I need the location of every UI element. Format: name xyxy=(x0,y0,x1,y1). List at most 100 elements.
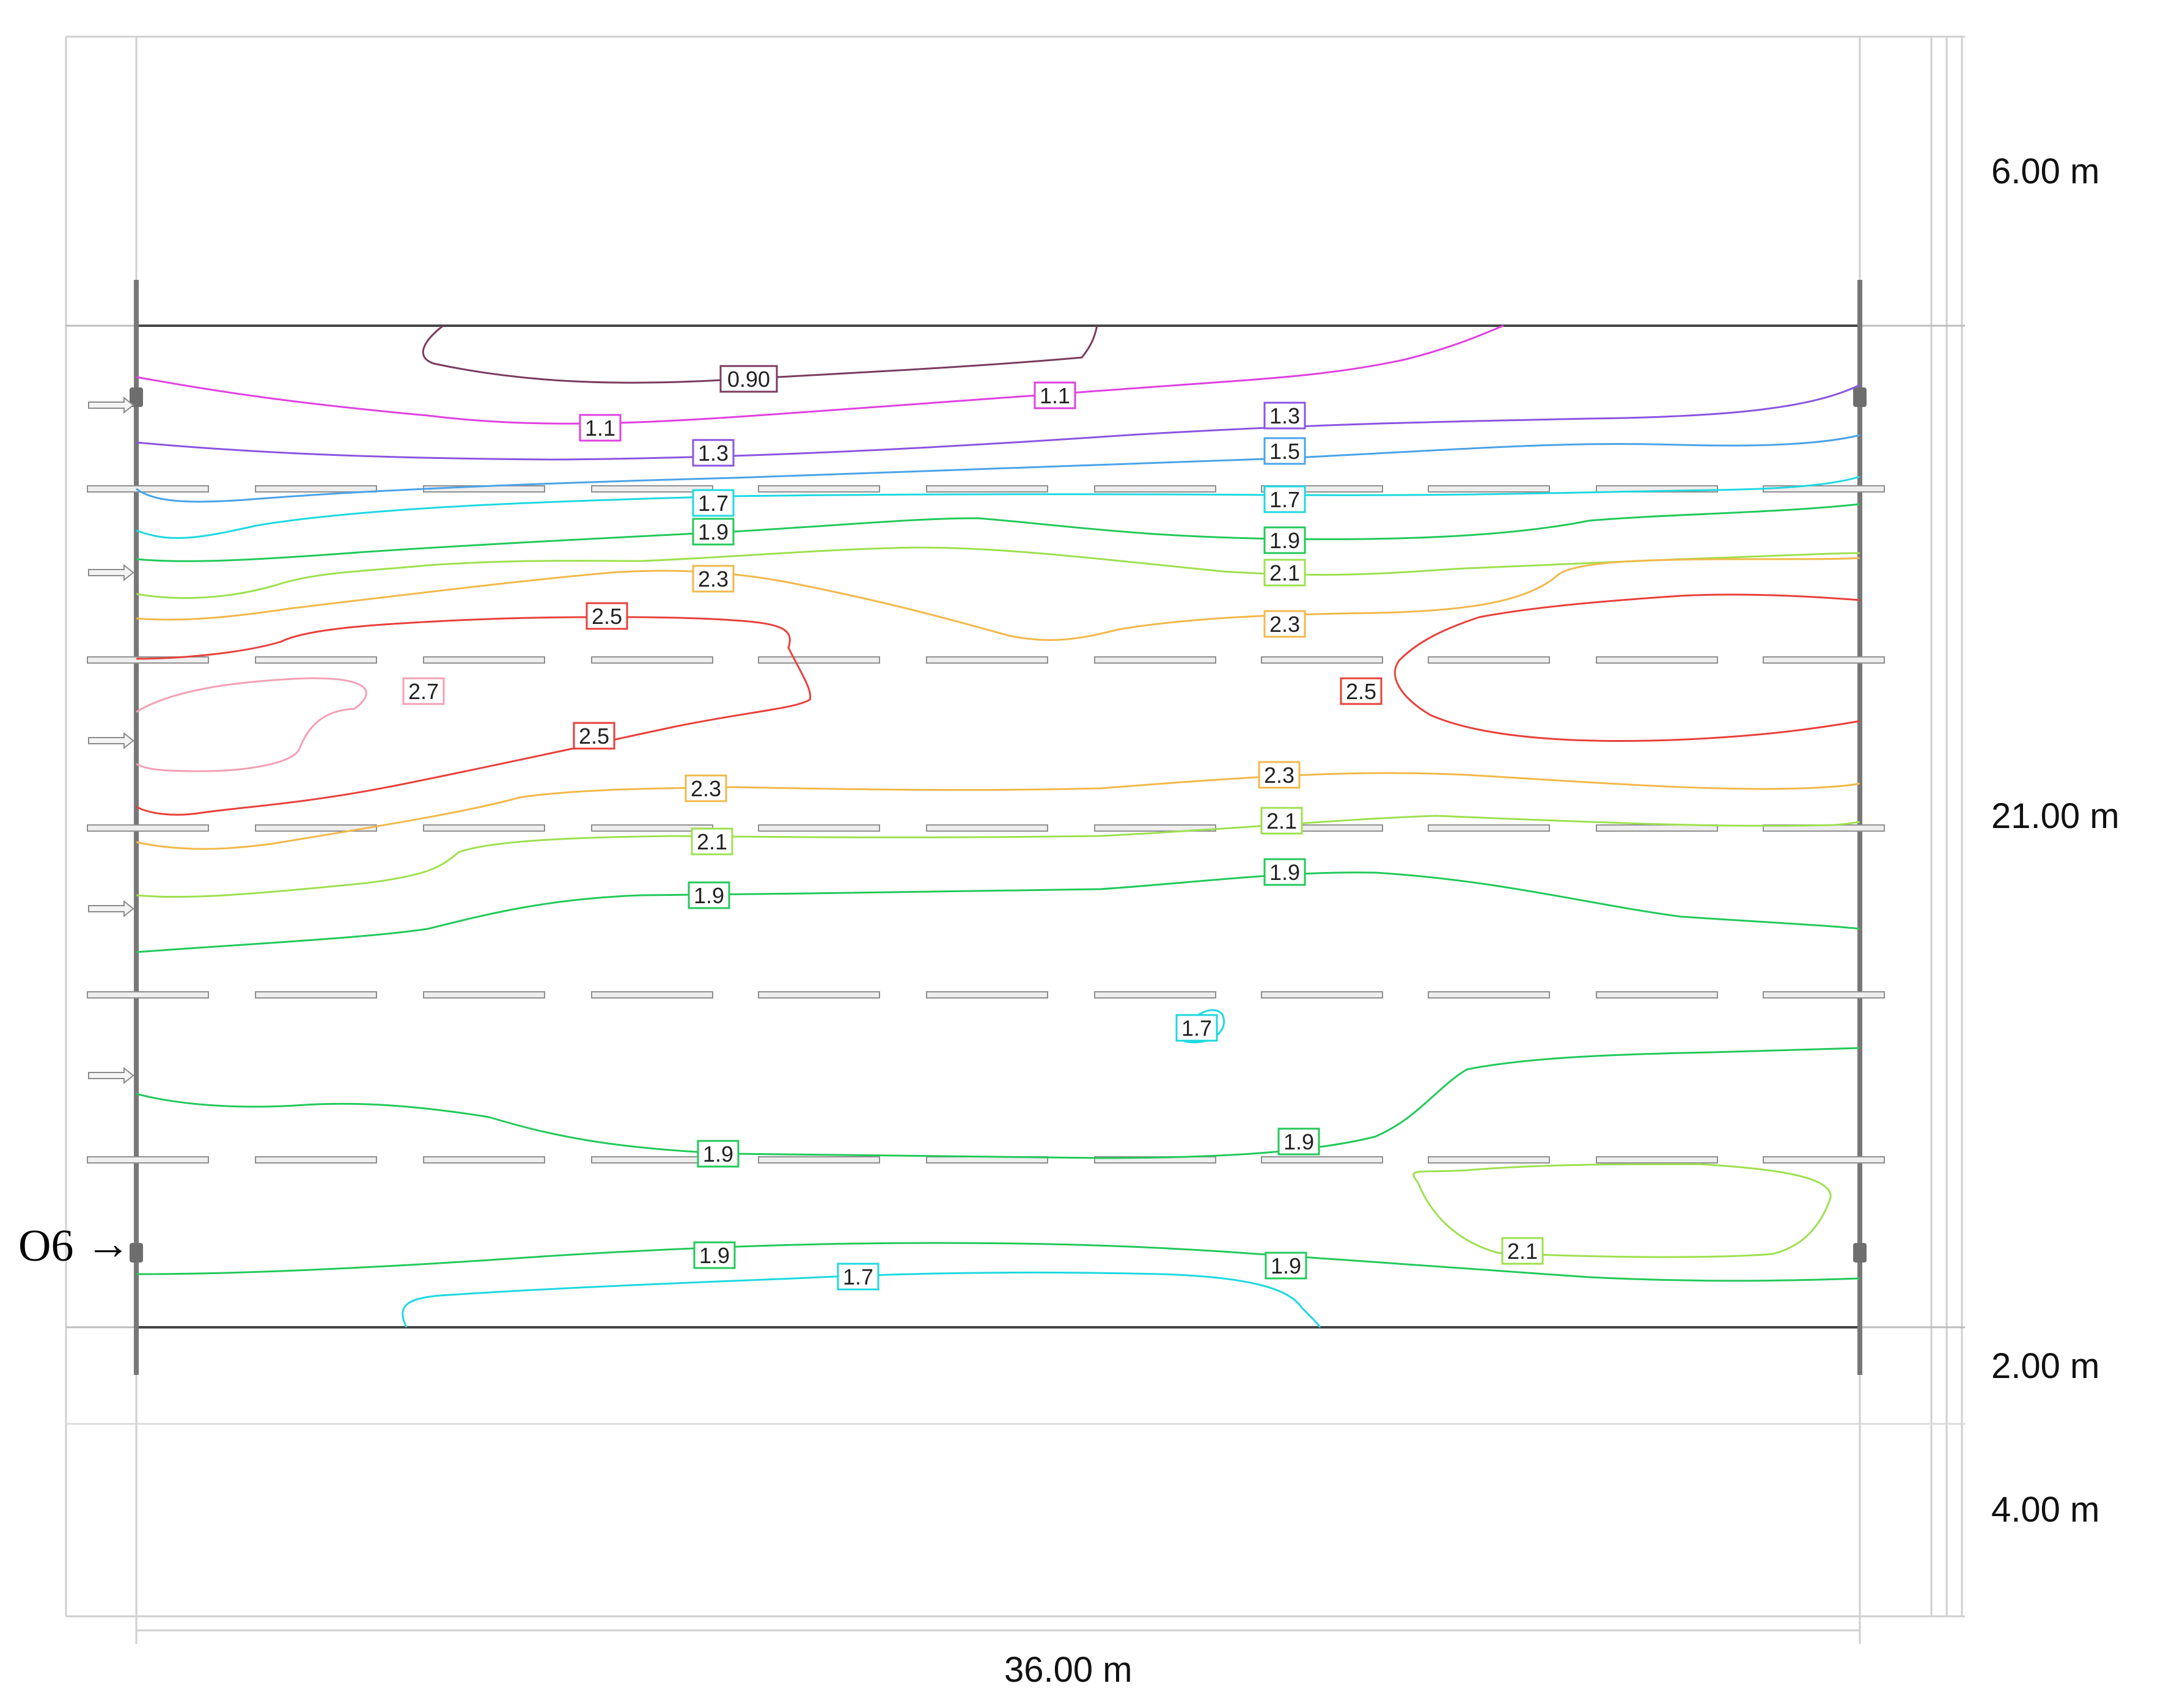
luminaire-dash xyxy=(1596,1156,1718,1164)
luminaire-dash xyxy=(758,824,880,832)
contour-label: 2.1 xyxy=(691,827,733,856)
dimension-frame xyxy=(65,35,1965,1644)
contour-label-text: 1.9 xyxy=(1271,1253,1301,1278)
contour-label: 1.7 xyxy=(692,489,735,517)
luminaire-dash xyxy=(591,991,713,999)
luminaire-dash xyxy=(1094,485,1216,493)
contour-label: 1.9 xyxy=(697,1140,740,1168)
contour-label: 1.9 xyxy=(688,881,730,909)
contour-label-text: 2.3 xyxy=(1264,763,1294,788)
luminaire-dash xyxy=(758,991,880,999)
luminaire-dash xyxy=(1094,656,1216,664)
luminaire-dash xyxy=(87,656,209,664)
isoline-2-5-east xyxy=(1394,593,1860,742)
contour-label-text: 2.5 xyxy=(579,724,609,749)
luminaire-dash xyxy=(255,485,377,493)
luminaire-dash xyxy=(758,485,880,493)
luminaire-dash xyxy=(1094,824,1216,832)
contour-label: 2.3 xyxy=(1263,610,1306,638)
contour-label-text: 1.9 xyxy=(1269,860,1300,885)
contour-label: 1.1 xyxy=(579,414,622,442)
arrow-glyph xyxy=(88,731,134,750)
dimension-bottom-margin: 2.00 m xyxy=(1991,1346,2099,1386)
luminaire-dash xyxy=(423,1156,545,1164)
isoline-2-3-south xyxy=(136,772,1860,850)
contour-label: 1.7 xyxy=(1175,1014,1218,1042)
luminaire-dash xyxy=(1261,991,1383,999)
luminaire-dash xyxy=(1094,991,1216,999)
isoline-1-9-lower xyxy=(136,1047,1860,1159)
luminaire-dash xyxy=(1428,991,1550,999)
contour-label-text: 1.5 xyxy=(1269,439,1300,464)
observer-label: O6 xyxy=(18,1221,73,1271)
contour-label-text: 1.9 xyxy=(703,1142,733,1167)
contour-label: 1.3 xyxy=(1263,401,1306,430)
contour-label-text: 1.1 xyxy=(585,416,615,441)
luminaire-dash xyxy=(423,656,545,664)
dimension-room-depth: 21.00 m xyxy=(1991,796,2120,836)
luminaire-dash xyxy=(591,656,713,664)
isoline-2-1-south xyxy=(136,815,1860,898)
luminaire-dash xyxy=(87,991,209,999)
contour-label: 1.7 xyxy=(837,1263,880,1291)
luminaire-dash xyxy=(758,1156,880,1164)
luminaire-dash xyxy=(255,824,377,832)
contour-labels: 0.90 1.1 1.1 1.3 1.3 1.5 1.7 1.7 1.9 1.9 2.3 2.1 2.5… xyxy=(402,365,1544,1291)
contour-label: 1.3 xyxy=(692,439,735,467)
contour-label: 2.3 xyxy=(1258,761,1301,789)
contour-label-text: 1.7 xyxy=(1181,1016,1212,1041)
contour-label-text: 2.5 xyxy=(592,604,622,629)
dimension-room-width: 36.00 m xyxy=(1004,1650,1133,1690)
isoline-1-7-bottom xyxy=(402,1271,1321,1328)
luminaire-dash xyxy=(1596,991,1718,999)
observer-marker: O6 → xyxy=(18,1219,131,1271)
contour-label: 1.9 xyxy=(1263,526,1306,554)
contour-label-text: 1.9 xyxy=(698,519,729,544)
luminaire-dash xyxy=(591,485,713,493)
contour-label: 2.1 xyxy=(1263,559,1306,587)
contour-label: 1.9 xyxy=(1263,858,1306,886)
contour-label: 1.9 xyxy=(1277,1127,1320,1156)
contour-label-text: 1.7 xyxy=(1269,487,1300,512)
arrow-glyph xyxy=(88,396,134,414)
luminaire-dash xyxy=(255,656,377,664)
left-arrow-glyphs xyxy=(88,396,134,1085)
luminaire-dash xyxy=(1428,1156,1550,1164)
contour-label: 2.1 xyxy=(1260,807,1303,835)
luminaire-dash xyxy=(423,991,545,999)
arrow-glyph xyxy=(88,563,134,582)
isoline-1-7 xyxy=(136,475,1860,539)
luminaire-dash xyxy=(1428,485,1550,493)
contour-label-text: 1.1 xyxy=(1040,383,1070,408)
contour-label-text: 2.7 xyxy=(408,679,439,704)
luminaire-dash xyxy=(1261,485,1383,493)
contour-label: 2.3 xyxy=(685,774,727,802)
luminaire-dash xyxy=(87,485,209,493)
luminaire-dash xyxy=(926,824,1048,832)
contour-label-text: 1.9 xyxy=(699,1243,730,1268)
luminaire-dash xyxy=(926,485,1048,493)
contour-label-text: 1.7 xyxy=(843,1264,873,1289)
contour-label-text: 2.3 xyxy=(698,566,729,592)
isoline-2-7 xyxy=(136,677,367,772)
luminaire-dash xyxy=(1763,1156,1885,1164)
contour-label: 2.5 xyxy=(586,602,628,630)
luminaire-dash xyxy=(255,991,377,999)
isoline-1-5 xyxy=(136,434,1860,503)
isoline-2-5 xyxy=(136,616,812,816)
contour-label: 2.3 xyxy=(692,565,735,593)
contour-label-text: 1.7 xyxy=(698,491,729,516)
observer-arrow: → xyxy=(86,1219,131,1269)
luminaire-dash xyxy=(1428,824,1550,832)
luminaire-dash xyxy=(758,656,880,664)
contour-label-text: 1.3 xyxy=(1269,403,1300,428)
contour-label-text: 2.1 xyxy=(1266,808,1297,834)
luminaire-dash xyxy=(1428,656,1550,664)
contour-label-text: 1.9 xyxy=(1283,1129,1314,1154)
contour-label-text: 2.3 xyxy=(1269,612,1300,637)
contour-label: 1.9 xyxy=(693,1241,736,1269)
luminaire-dash xyxy=(591,1156,713,1164)
isoline-1-3 xyxy=(136,384,1860,461)
luminaire-dash xyxy=(1763,991,1885,999)
